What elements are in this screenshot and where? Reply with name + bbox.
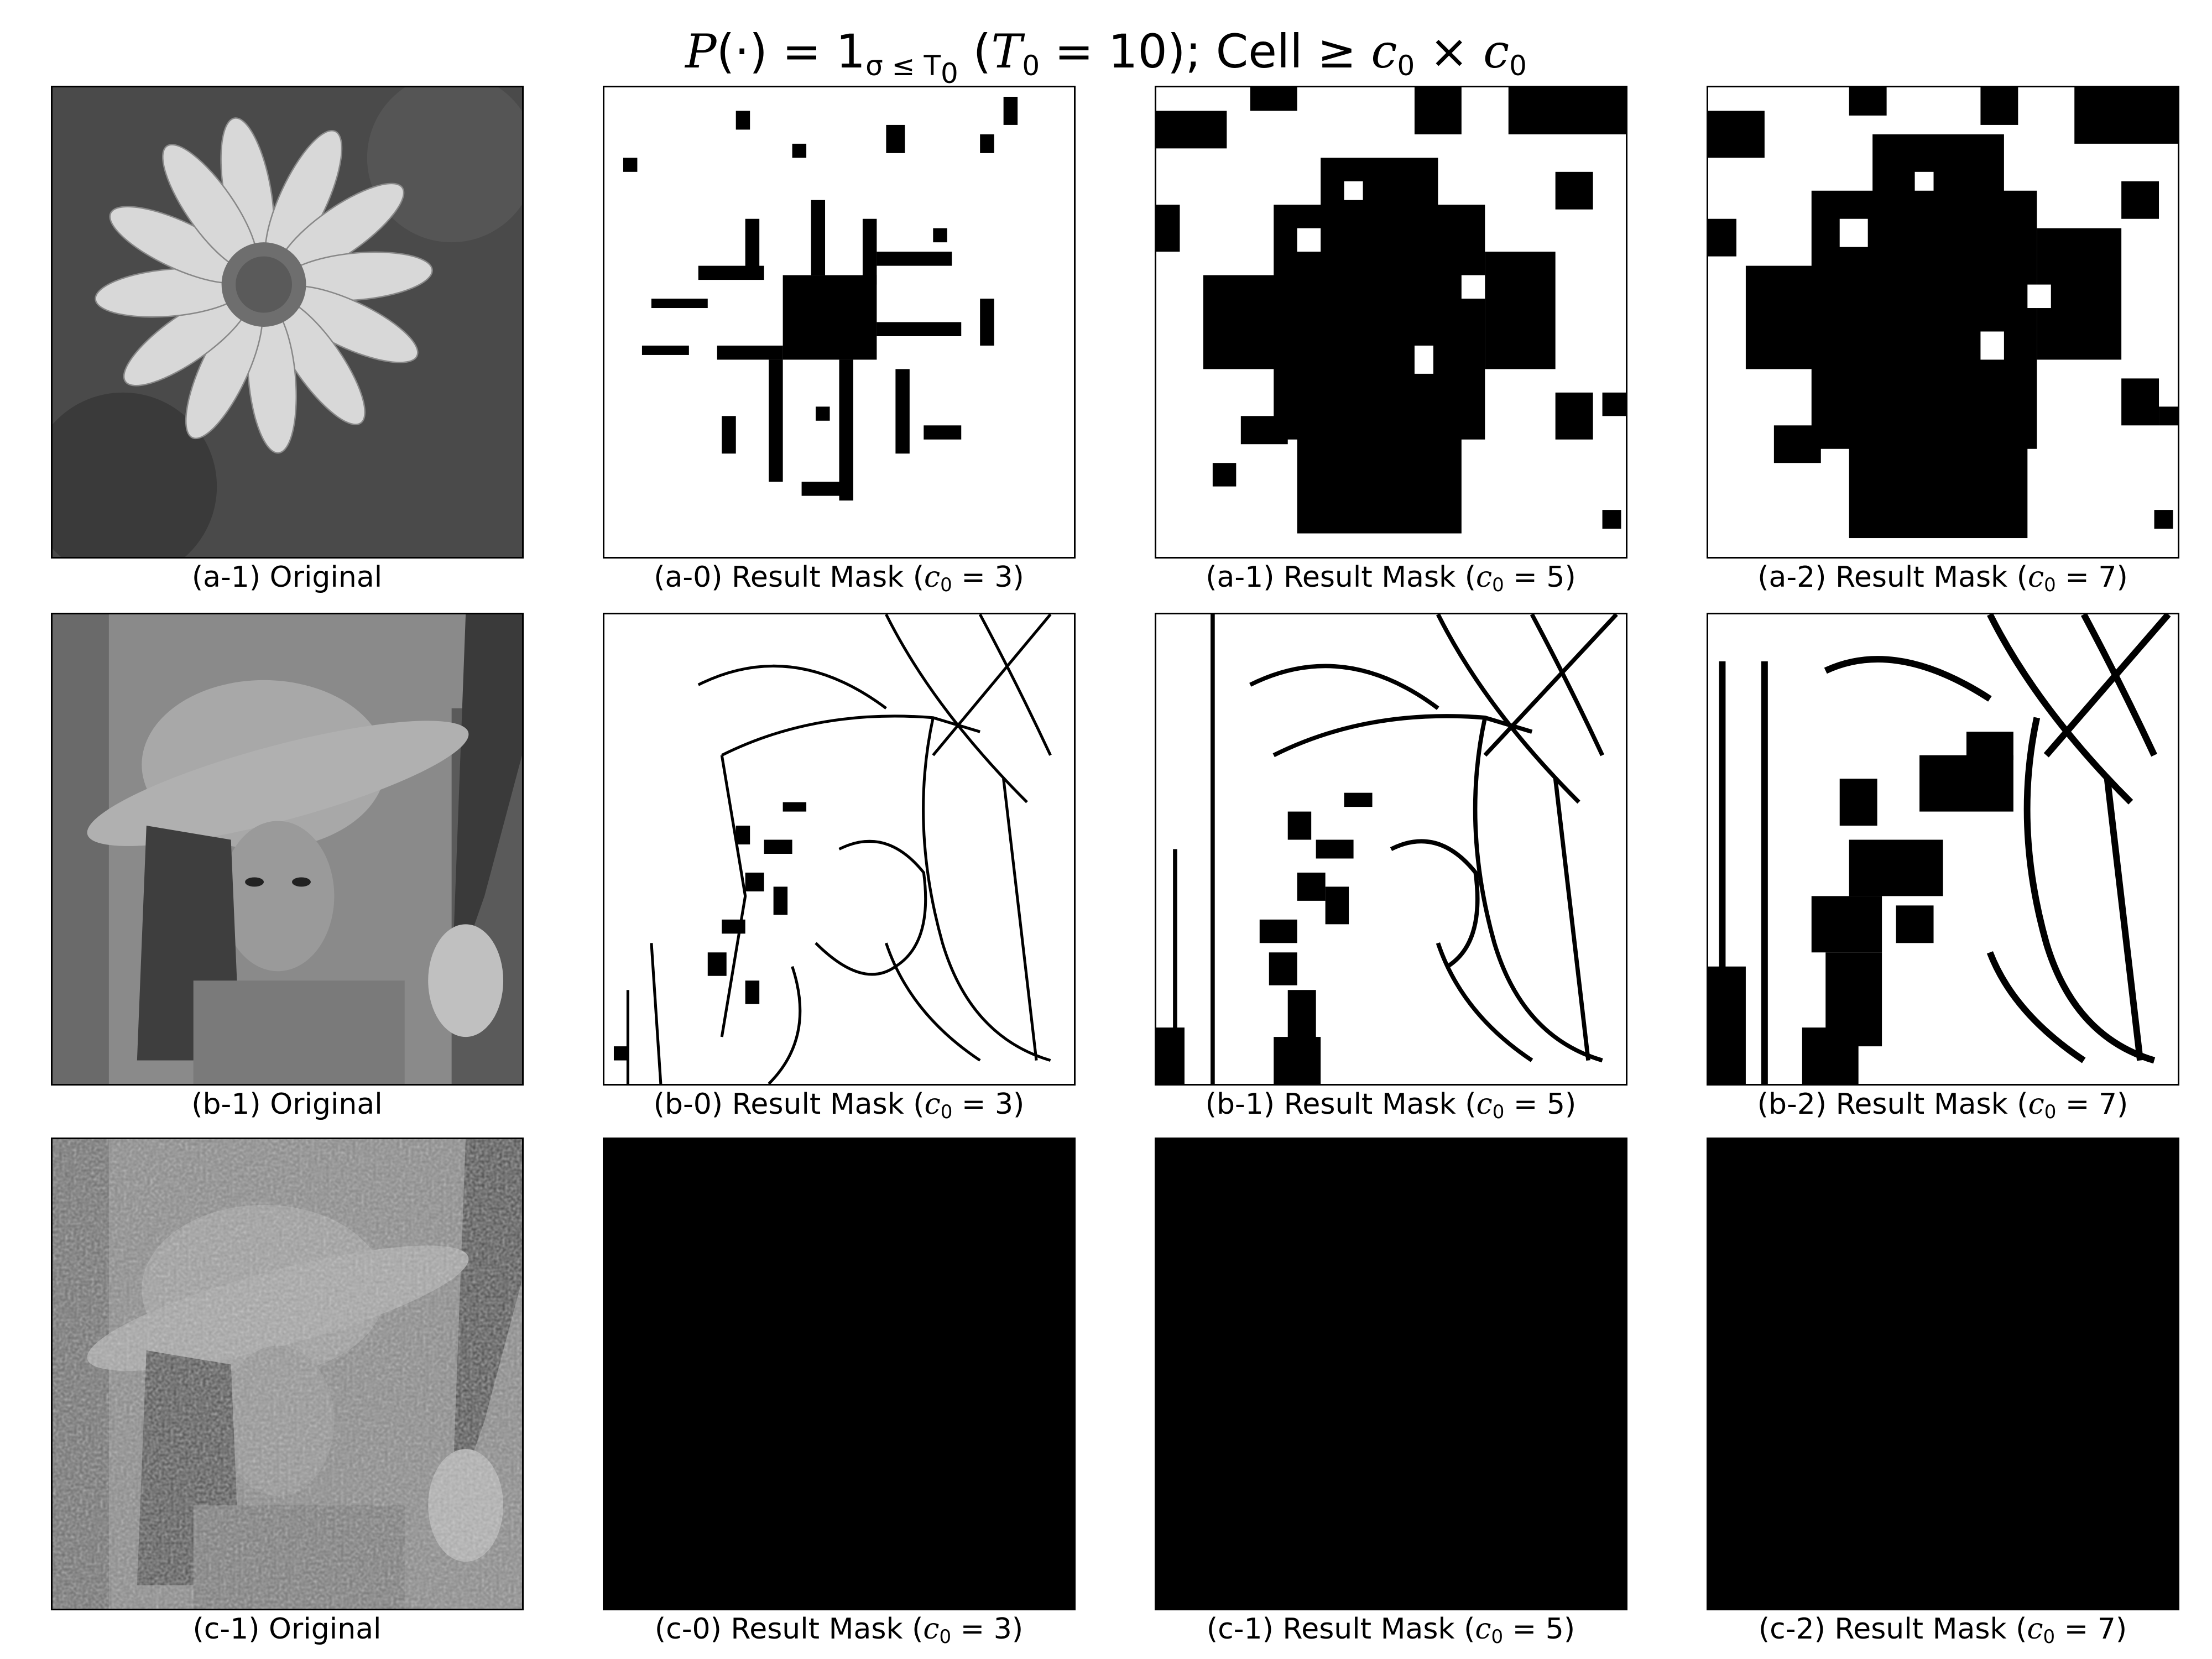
mask-b-0: [603, 613, 1076, 1086]
mask-a-0: [603, 86, 1076, 559]
mask-c-0: [603, 1138, 1076, 1610]
caption-a-mask-0: (a-0) Result Mask (c0 = 3): [654, 561, 1024, 596]
caption-c-mask-2: (c-2) Result Mask (c0 = 7): [1758, 1613, 2127, 1648]
mask-b-2: [1707, 613, 2179, 1086]
caption-b-original: (b-1) Original: [191, 1088, 383, 1121]
original-image-portrait: [51, 613, 524, 1086]
mask-a-2: [1707, 86, 2179, 559]
caption-a-mask-1: (a-1) Result Mask (c0 = 5): [1206, 561, 1576, 596]
caption-c-mask-1: (c-1) Result Mask (c0 = 5): [1206, 1613, 1575, 1648]
mask-c-1: [1155, 1138, 1627, 1610]
original-image-daisy: [51, 86, 524, 559]
mask-a-1: [1155, 86, 1627, 559]
caption-b-mask-0: (b-0) Result Mask (c0 = 3): [653, 1088, 1025, 1123]
caption-a-mask-2: (a-2) Result Mask (c0 = 7): [1757, 561, 2128, 596]
caption-c-original: (c-1) Original: [192, 1613, 382, 1646]
caption-a-original: (a-1) Original: [191, 561, 383, 594]
figure-title: P(·) = 1σ ≤ T0 (T0 = 10); Cell ≥ c0 × c0: [685, 24, 1527, 90]
caption-b-mask-1: (b-1) Result Mask (c0 = 5): [1205, 1088, 1577, 1123]
caption-c-mask-0: (c-0) Result Mask (c0 = 3): [654, 1613, 1024, 1648]
caption-b-mask-2: (b-2) Result Mask (c0 = 7): [1757, 1088, 2128, 1123]
mask-b-1: [1155, 613, 1627, 1086]
original-image-noisy-portrait: [51, 1138, 524, 1610]
mask-c-2: [1707, 1138, 2179, 1610]
